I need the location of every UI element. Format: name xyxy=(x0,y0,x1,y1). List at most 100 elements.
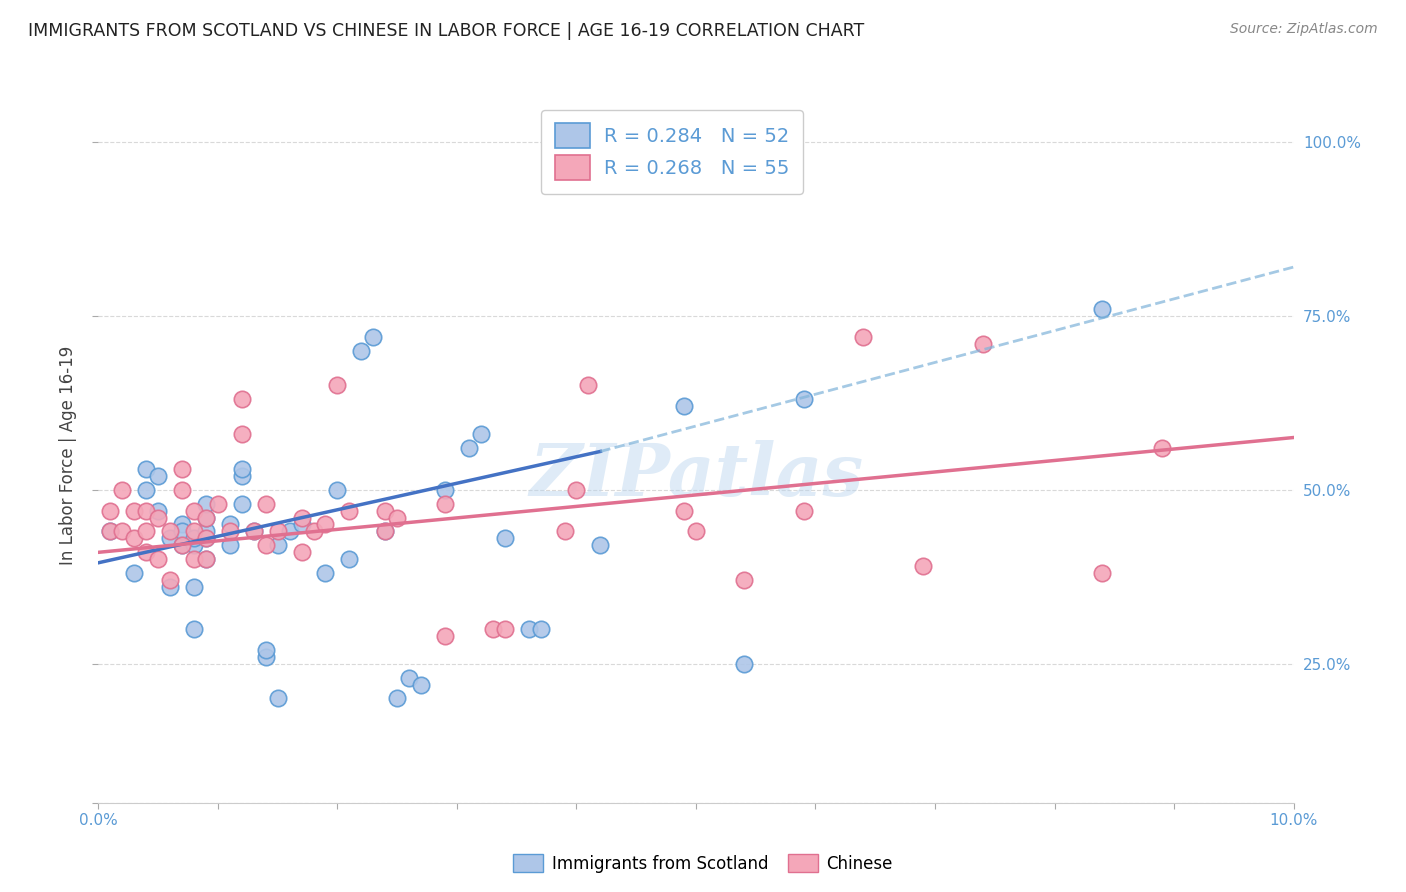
Point xyxy=(148,503,170,517)
Point xyxy=(172,517,194,532)
Point xyxy=(135,545,157,559)
Point xyxy=(374,503,396,517)
Point xyxy=(183,532,205,546)
Point xyxy=(100,503,122,517)
Point xyxy=(231,468,253,483)
Point xyxy=(398,671,420,685)
Point xyxy=(148,552,170,566)
Point xyxy=(411,677,433,691)
Legend: Immigrants from Scotland, Chinese: Immigrants from Scotland, Chinese xyxy=(506,847,900,880)
Point xyxy=(172,483,194,497)
Point xyxy=(124,566,146,581)
Point xyxy=(685,524,707,539)
Point xyxy=(972,336,994,351)
Point xyxy=(793,503,815,517)
Point xyxy=(195,552,218,566)
Point xyxy=(673,503,696,517)
Point xyxy=(231,427,253,442)
Point xyxy=(148,510,170,524)
Point xyxy=(195,497,218,511)
Point xyxy=(363,329,385,343)
Point xyxy=(231,462,253,476)
Point xyxy=(183,580,205,594)
Point xyxy=(315,517,337,532)
Point xyxy=(267,524,290,539)
Point xyxy=(207,497,229,511)
Text: ZIPatlas: ZIPatlas xyxy=(529,441,863,511)
Point xyxy=(159,524,181,539)
Point xyxy=(111,483,134,497)
Point xyxy=(458,441,481,455)
Point xyxy=(219,524,242,539)
Point xyxy=(172,538,194,552)
Point xyxy=(183,552,205,566)
Point xyxy=(195,524,218,539)
Point xyxy=(912,559,935,574)
Point xyxy=(183,503,205,517)
Point xyxy=(195,552,218,566)
Point xyxy=(100,524,122,539)
Point xyxy=(481,622,505,636)
Point xyxy=(470,427,492,442)
Point xyxy=(195,532,218,546)
Point xyxy=(733,657,755,671)
Point xyxy=(254,649,277,664)
Point xyxy=(195,532,218,546)
Point xyxy=(267,538,290,552)
Y-axis label: In Labor Force | Age 16-19: In Labor Force | Age 16-19 xyxy=(59,345,77,565)
Point xyxy=(100,524,122,539)
Point xyxy=(326,483,349,497)
Point xyxy=(195,510,218,524)
Point xyxy=(243,524,266,539)
Point xyxy=(291,510,314,524)
Point xyxy=(326,378,349,392)
Point xyxy=(554,524,576,539)
Point xyxy=(434,483,457,497)
Point xyxy=(254,642,277,657)
Point xyxy=(291,517,314,532)
Point xyxy=(374,524,396,539)
Point xyxy=(254,538,277,552)
Point xyxy=(278,524,301,539)
Point xyxy=(434,497,457,511)
Point xyxy=(374,524,396,539)
Point xyxy=(793,392,815,407)
Point xyxy=(159,532,181,546)
Text: Source: ZipAtlas.com: Source: ZipAtlas.com xyxy=(1230,22,1378,37)
Point xyxy=(565,483,588,497)
Point xyxy=(172,524,194,539)
Point xyxy=(494,622,516,636)
Point xyxy=(183,622,205,636)
Point xyxy=(159,573,181,587)
Point xyxy=(243,524,266,539)
Point xyxy=(1091,566,1114,581)
Point xyxy=(339,552,360,566)
Point xyxy=(267,691,290,706)
Text: IMMIGRANTS FROM SCOTLAND VS CHINESE IN LABOR FORCE | AGE 16-19 CORRELATION CHART: IMMIGRANTS FROM SCOTLAND VS CHINESE IN L… xyxy=(28,22,865,40)
Point xyxy=(124,532,146,546)
Point xyxy=(172,462,194,476)
Point xyxy=(315,566,337,581)
Point xyxy=(111,524,134,539)
Point xyxy=(434,629,457,643)
Point xyxy=(339,503,360,517)
Point xyxy=(494,532,516,546)
Point xyxy=(135,503,157,517)
Point xyxy=(172,538,194,552)
Point xyxy=(1091,301,1114,316)
Point xyxy=(159,580,181,594)
Point xyxy=(231,392,253,407)
Point xyxy=(183,538,205,552)
Point xyxy=(1150,441,1173,455)
Point xyxy=(183,524,205,539)
Point xyxy=(135,524,157,539)
Point xyxy=(219,538,242,552)
Point xyxy=(589,538,612,552)
Point xyxy=(302,524,325,539)
Point xyxy=(852,329,875,343)
Point xyxy=(135,462,157,476)
Point xyxy=(673,399,696,413)
Point xyxy=(529,622,551,636)
Point xyxy=(385,691,409,706)
Point xyxy=(195,510,218,524)
